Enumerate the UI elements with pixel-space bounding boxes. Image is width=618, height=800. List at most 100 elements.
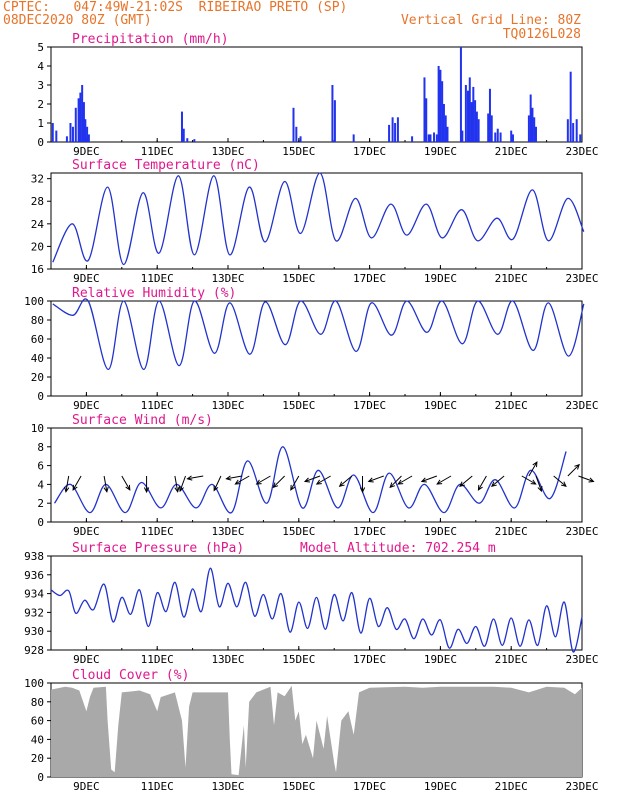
wind-arrow-shaft (256, 475, 271, 485)
precip-bar (423, 77, 426, 142)
panel-2-day-label: 21DEC (495, 399, 528, 412)
panel-5-day-label: 15DEC (282, 780, 315, 793)
panel-0-title: Precipitation (mm/h) (72, 32, 229, 47)
wind-arrow-head (72, 484, 78, 491)
precip-bar (427, 134, 430, 142)
precip-bar (488, 88, 491, 142)
panel-2-frame (50, 300, 583, 397)
panel-1-day-label: 11DEC (141, 272, 174, 285)
wind-arrow-head (255, 479, 262, 485)
panel-4-ytick-label: 938 (24, 550, 44, 563)
model-code: TQ0126L028 (502, 27, 581, 42)
panel-5-ytick-label: 0 (37, 771, 44, 784)
panel-0-day-label: 13DEC (211, 145, 244, 158)
precip-bar (487, 113, 490, 142)
panel-2-day-label: 19DEC (424, 399, 457, 412)
panel-4-frame (50, 555, 583, 651)
wind-arrow-head (213, 485, 219, 492)
wind-arrow-shaft (553, 475, 567, 487)
wind-arrow-head (477, 484, 483, 491)
panel-3-ytick-label: 6 (37, 460, 44, 473)
panel-4-day-label: 9DEC (73, 653, 100, 666)
wind-speed-line (53, 446, 567, 514)
wind-arrow-shaft (316, 475, 331, 485)
wind-arrow-shaft (421, 475, 438, 482)
precip-bar (477, 119, 480, 142)
wind-arrow-head (315, 479, 322, 485)
wind-arrow-head (490, 481, 497, 488)
wind-arrow-head (560, 481, 567, 488)
precip-bar (511, 134, 514, 142)
panel-3-day-label: 17DEC (353, 525, 386, 538)
panel-3-ytick-label: 0 (37, 516, 44, 529)
wind-arrow-shaft (65, 475, 70, 492)
panel-5-day-label: 19DEC (424, 780, 457, 793)
panel-2-day-label: 23DEC (565, 399, 598, 412)
precip-bar (81, 85, 84, 142)
wind-arrow-shaft (528, 461, 538, 477)
panel-5-day-label: 17DEC (353, 780, 386, 793)
wind-arrow-head (530, 479, 537, 485)
precip-bar (193, 139, 196, 142)
panel-1-title: Surface Temperature (nC) (72, 158, 260, 173)
panel-2-title: Relative Humidity (%) (72, 286, 236, 301)
panel-1-day-label: 15DEC (282, 272, 315, 285)
wind-arrow-head (338, 481, 345, 488)
wind-arrow-head (574, 463, 580, 470)
precip-bar (472, 86, 475, 142)
precip-bar (299, 136, 302, 142)
panel-3-ytick-label: 8 (37, 441, 44, 454)
precip-bar (292, 107, 295, 142)
panel-5-day-label: 21DEC (495, 780, 528, 793)
panel-0-ytick-label: 1 (37, 117, 44, 130)
panel-4-ytick-label: 932 (24, 606, 44, 619)
panel-0-day-label: 21DEC (495, 145, 528, 158)
panel-3-day-label: 11DEC (141, 525, 174, 538)
panel-0-ytick-label: 0 (37, 136, 44, 149)
panel-2-day-label: 15DEC (282, 399, 315, 412)
precip-bar (459, 47, 462, 142)
wind-arrow-head (290, 484, 296, 491)
cloud-cover-area (51, 685, 582, 777)
panel-1-day-label: 19DEC (424, 272, 457, 285)
panel-2-day-label: 9DEC (73, 399, 100, 412)
panel-0-ytick-label: 2 (37, 98, 44, 111)
panel-2-ytick-label: 20 (31, 371, 44, 384)
precip-bar (84, 119, 87, 142)
panel-1-day-label: 23DEC (565, 272, 598, 285)
wind-arrow-head (174, 486, 180, 493)
panel-0-day-label: 15DEC (282, 145, 315, 158)
wind-arrow-shaft (339, 475, 353, 487)
precip-bar (572, 123, 575, 142)
wind-arrow-head (436, 479, 443, 485)
wind-arrow-shaft (272, 475, 285, 488)
pressure-line (50, 567, 583, 653)
panel-5-ytick-label: 60 (31, 715, 44, 728)
panel-2-ytick-label: 40 (31, 352, 44, 365)
panel-3-ytick-label: 4 (37, 478, 44, 491)
wind-arrow-shaft (235, 475, 250, 485)
precip-bar (74, 107, 77, 142)
wind-arrow-shaft (389, 475, 402, 488)
wind-arrow-head (143, 487, 150, 494)
panel-4-day-label: 17DEC (353, 653, 386, 666)
precip-bar (494, 132, 497, 142)
panel-1-day-label: 13DEC (211, 272, 244, 285)
wind-arrow-shaft (121, 475, 131, 491)
wind-arrow-shaft (226, 475, 243, 480)
precip-bar (331, 85, 334, 142)
precip-bar (396, 117, 399, 142)
wind-arrow-head (588, 477, 595, 483)
panel-4-day-label: 15DEC (282, 653, 315, 666)
panel-4-ytick-label: 936 (24, 569, 44, 582)
precip-bar (79, 92, 82, 142)
wind-arrow-head (64, 486, 70, 493)
precip-bar (475, 111, 478, 142)
wind-arrow-shaft (397, 475, 413, 485)
wind-arrow-shaft (290, 475, 300, 491)
humidity-line (52, 298, 585, 371)
wind-arrow-head (397, 479, 404, 485)
panel-4-day-label: 19DEC (424, 653, 457, 666)
precip-bar (394, 123, 397, 142)
precip-bar (510, 130, 513, 142)
